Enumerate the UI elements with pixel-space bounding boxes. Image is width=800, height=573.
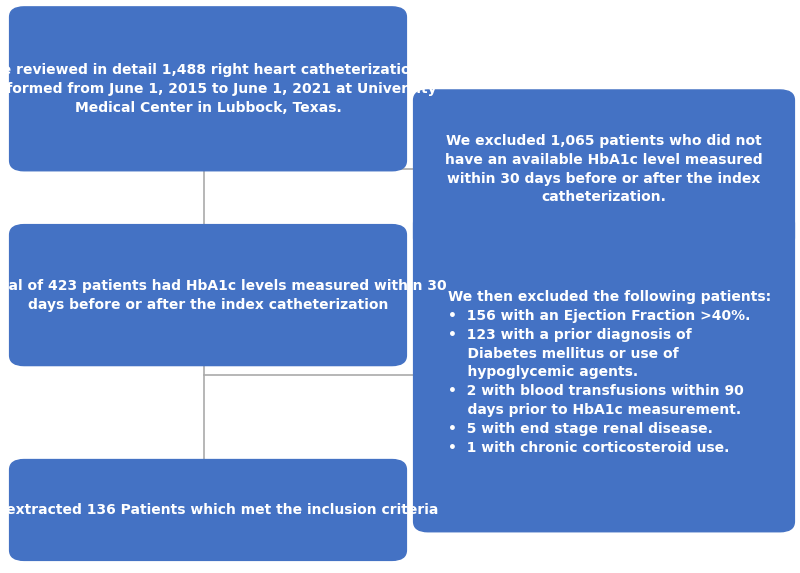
FancyBboxPatch shape bbox=[10, 7, 406, 171]
FancyBboxPatch shape bbox=[414, 90, 794, 248]
Text: We then excluded the following patients:
•  156 with an Ejection Fraction >40%.
: We then excluded the following patients:… bbox=[448, 289, 771, 456]
FancyBboxPatch shape bbox=[414, 213, 794, 532]
Text: We excluded 1,065 patients who did not
have an available HbA1c level measured
wi: We excluded 1,065 patients who did not h… bbox=[445, 134, 763, 205]
Text: We extracted 136 Patients which met the inclusion criteria: We extracted 136 Patients which met the … bbox=[0, 503, 438, 517]
FancyBboxPatch shape bbox=[10, 460, 406, 560]
FancyBboxPatch shape bbox=[10, 225, 406, 366]
Text: We reviewed in detail 1,488 right heart catheterizations
performed from June 1, : We reviewed in detail 1,488 right heart … bbox=[0, 63, 436, 115]
Text: A total of 423 patients had HbA1c levels measured within 30
days before or after: A total of 423 patients had HbA1c levels… bbox=[0, 278, 446, 312]
